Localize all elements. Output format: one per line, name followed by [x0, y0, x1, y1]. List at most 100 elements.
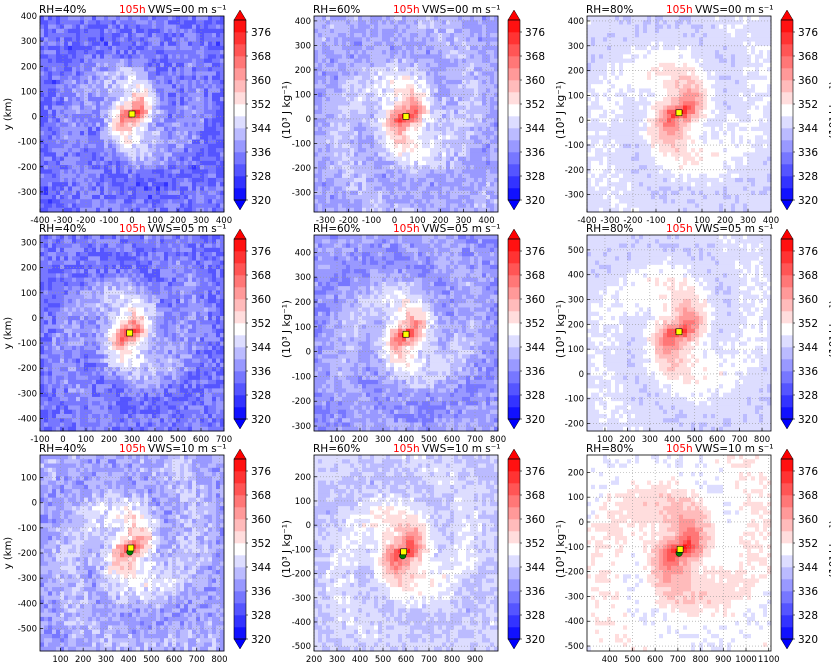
colorbar-tick-label: 352 — [798, 99, 818, 111]
colorbar-tick-label: 368 — [251, 51, 271, 63]
colorbar-tick-label: 336 — [251, 586, 271, 598]
colorbar-segment — [234, 579, 246, 591]
colorbar-segment — [781, 519, 793, 531]
colorbar-segment — [508, 188, 520, 200]
colorbar-segment — [508, 407, 520, 419]
colorbar-tick-label: 352 — [251, 99, 271, 111]
colorbar-segment — [234, 188, 246, 200]
colorbar-tick-label: 320 — [251, 195, 271, 207]
y-tick-label: -400 — [18, 599, 37, 609]
colorbar-segment — [781, 567, 793, 579]
colorbar-segment — [781, 615, 793, 627]
colorbar-max-arrow — [781, 10, 793, 20]
colorbar-segment — [781, 176, 793, 188]
colorbar-tick-label: 376 — [525, 27, 545, 39]
y-tick-label: -100 — [292, 372, 311, 382]
colorbar-segment — [781, 44, 793, 56]
colorbar-segment — [508, 555, 520, 567]
storm-center-marker — [403, 113, 409, 119]
y-tick-label: 400 — [295, 17, 311, 27]
y-tick-label: 0 — [579, 116, 584, 126]
colorbar-segment — [781, 407, 793, 419]
colorbar-segment — [234, 68, 246, 80]
colorbar-segment — [781, 263, 793, 275]
colorbar-min-arrow — [781, 639, 793, 649]
colorbar-segment — [508, 395, 520, 407]
y-tick-label: 300 — [295, 273, 311, 283]
rh-label: RH=80% — [586, 223, 633, 235]
colorbar-segment — [508, 519, 520, 531]
colorbar-segment — [234, 152, 246, 164]
y-tick-label: 300 — [21, 37, 37, 47]
colorbar-segment — [508, 483, 520, 495]
y-tick-label: 200 — [295, 298, 311, 308]
colorbar-segment — [781, 335, 793, 347]
storm-center-marker — [127, 330, 133, 336]
y-tick-label: -200 — [292, 164, 311, 174]
rh-label: RH=40% — [39, 443, 86, 455]
colorbar-segment — [234, 407, 246, 419]
time-label: 105h — [119, 443, 146, 455]
time-label: 105h — [393, 4, 420, 16]
colorbar-segment — [234, 287, 246, 299]
colorbar-segment — [781, 395, 793, 407]
y-tick-label: 200 — [568, 320, 584, 330]
x-tick-label: 600 — [647, 655, 663, 665]
y-tick-label: 300 — [295, 41, 311, 51]
y-tick-label: -100 — [565, 395, 584, 405]
colorbar-tick-label: 352 — [525, 538, 545, 550]
colorbar-segment — [508, 311, 520, 323]
colorbar-tick-label: 328 — [798, 171, 818, 183]
y-tick-label: -200 — [18, 549, 37, 559]
y-tick-label: -200 — [18, 364, 37, 374]
colorbar-segment — [234, 44, 246, 56]
colorbar-segment — [781, 311, 793, 323]
colorbar-segment — [781, 287, 793, 299]
colorbar-segment — [234, 383, 246, 395]
y-tick-label: -300 — [18, 574, 37, 584]
colorbar-segment — [781, 56, 793, 68]
y-tick-label: -100 — [565, 141, 584, 151]
colorbar-segment — [508, 347, 520, 359]
colorbar-tick-label: 344 — [251, 342, 271, 354]
colorbar-segment — [508, 152, 520, 164]
colorbar-max-arrow — [234, 10, 246, 20]
colorbar-segment — [234, 507, 246, 519]
x-tick-label: 700 — [421, 655, 437, 665]
colorbar-tick-label: 368 — [798, 490, 818, 502]
colorbar-tick-label: 320 — [525, 634, 545, 646]
colorbar-tick-label: 336 — [251, 147, 271, 159]
x-tick-label: 300 — [642, 435, 658, 445]
colorbar-min-arrow — [234, 639, 246, 649]
colorbar-segment — [508, 299, 520, 311]
vws-label: VWS=10 m s⁻¹ — [422, 443, 501, 455]
time-label: 105h — [119, 4, 146, 16]
time-label: 105h — [119, 223, 146, 235]
colorbar-segment — [234, 335, 246, 347]
colorbar-segment — [234, 591, 246, 603]
vws-label: VWS=00 m s⁻¹ — [422, 4, 501, 16]
colorbar-segment — [781, 68, 793, 80]
x-tick-label: 300 — [98, 655, 114, 665]
x-tick-label: 200 — [101, 435, 117, 445]
colorbar-segment — [234, 164, 246, 176]
y-tick-label: 100 — [568, 345, 584, 355]
colorbar-segment — [234, 495, 246, 507]
colorbar-segment — [781, 543, 793, 555]
y-tick-label: -400 — [18, 414, 37, 424]
y-tick-label: 0 — [579, 518, 584, 528]
colorbar-max-arrow — [234, 449, 246, 459]
colorbar-tick-label: 360 — [251, 75, 271, 87]
colorbar-max-arrow — [781, 229, 793, 239]
colorbar-segment — [781, 104, 793, 116]
x-tick-label: 600 — [166, 655, 182, 665]
colorbar-tick-label: 320 — [251, 414, 271, 426]
colorbar-segment — [508, 239, 520, 251]
y-axis-label: y (km) — [3, 317, 14, 350]
colorbar-segment — [234, 347, 246, 359]
colorbar-segment — [508, 32, 520, 44]
